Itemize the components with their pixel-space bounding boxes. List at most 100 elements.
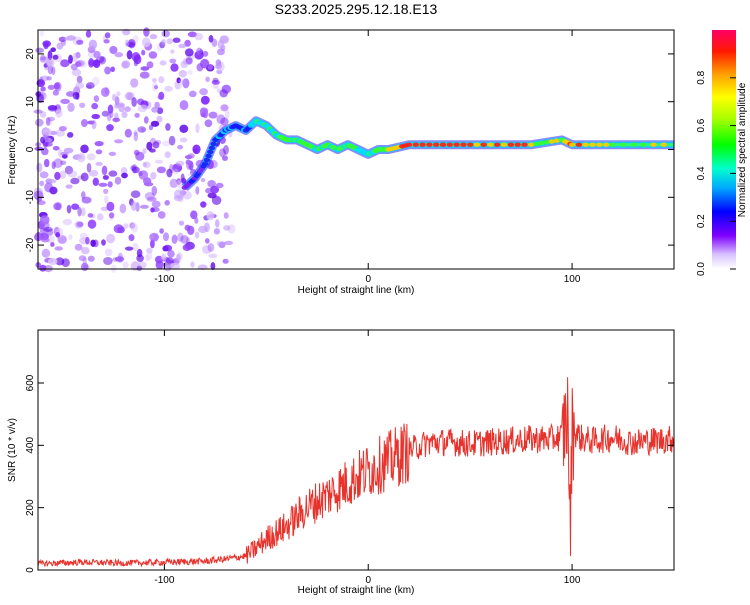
noise-blob xyxy=(182,78,190,89)
ridge-cell xyxy=(630,142,637,147)
ridge-cell xyxy=(405,142,413,147)
noise-blob xyxy=(200,177,206,183)
noise-blob xyxy=(110,66,115,73)
noise-blob xyxy=(211,79,220,85)
noise-blob xyxy=(130,223,138,233)
ridge-cell xyxy=(660,142,667,147)
noise-blob xyxy=(170,63,179,72)
noise-blob xyxy=(95,149,103,155)
noise-blob xyxy=(51,161,56,170)
noise-blob xyxy=(178,79,187,84)
noise-blob xyxy=(51,66,56,76)
noise-blob xyxy=(128,234,135,242)
noise-blob xyxy=(88,58,94,68)
noise-blob xyxy=(139,71,150,79)
noise-blob xyxy=(196,47,203,55)
noise-blob xyxy=(146,61,154,69)
noise-blob xyxy=(87,213,94,218)
noise-blob xyxy=(157,211,166,219)
noise-blob xyxy=(140,66,150,71)
ridge-cell xyxy=(433,142,440,147)
noise-blob xyxy=(76,39,84,45)
noise-blob xyxy=(179,137,188,143)
noise-blob xyxy=(179,100,189,111)
noise-blob xyxy=(75,81,84,89)
ridge-cell xyxy=(207,149,214,155)
noise-blob xyxy=(85,236,90,245)
noise-blob xyxy=(74,221,84,229)
noise-blob xyxy=(202,50,209,57)
noise-blob xyxy=(175,253,181,264)
y-tick-label: 400 xyxy=(25,437,36,454)
noise-blob xyxy=(70,177,80,185)
chart-title: S233.2025.295.12.18.E13 xyxy=(275,1,438,17)
spectrogram-y-label: Frequency (Hz) xyxy=(7,116,18,185)
ridge-cell xyxy=(480,142,487,147)
noise-blob xyxy=(206,211,215,221)
noise-blob xyxy=(143,177,152,185)
y-tick-label: 0 xyxy=(25,567,36,573)
noise-blob xyxy=(111,93,117,102)
noise-blob xyxy=(178,70,187,78)
noise-blob xyxy=(39,171,49,179)
noise-blob xyxy=(142,148,147,155)
ridge-cell xyxy=(543,140,550,145)
noise-blob xyxy=(64,165,73,175)
noise-blob xyxy=(91,102,99,110)
noise-blob xyxy=(154,159,164,164)
noise-blob xyxy=(45,117,51,126)
noise-blob xyxy=(126,50,133,60)
noise-blob xyxy=(172,168,179,175)
snr-y-ticks: 0 200 400 600 xyxy=(25,374,674,573)
noise-blob xyxy=(137,261,147,269)
noise-blob xyxy=(133,54,142,65)
noise-blob xyxy=(47,257,58,266)
noise-blob xyxy=(178,43,187,49)
noise-blob xyxy=(63,147,74,154)
noise-blob xyxy=(44,182,53,193)
noise-blob xyxy=(166,38,174,45)
noise-blob xyxy=(47,116,55,122)
noise-blob xyxy=(106,201,115,212)
noise-blob xyxy=(39,54,46,63)
colorbar: 0.0 0.2 0.4 0.6 0.8 Normalized spectral ampl… xyxy=(696,30,748,276)
noise-blob xyxy=(177,144,184,150)
noise-blob xyxy=(215,182,224,189)
noise-blob xyxy=(68,54,73,64)
noise-blob xyxy=(42,226,53,232)
noise-blob xyxy=(180,61,189,68)
noise-blob xyxy=(127,39,136,49)
noise-blob xyxy=(39,228,50,234)
noise-blob xyxy=(36,162,43,173)
ridge-cell xyxy=(538,140,545,146)
spectrogram-y-ticks: -20 -10 0 10 20 xyxy=(25,48,674,252)
noise-blob xyxy=(85,82,95,89)
noise-blob xyxy=(173,189,184,199)
noise-blob xyxy=(108,170,118,177)
noise-blob xyxy=(200,201,207,208)
noise-blob xyxy=(81,246,90,255)
noise-blob xyxy=(190,261,195,268)
noise-blob xyxy=(207,243,215,252)
noise-blob xyxy=(45,57,55,68)
noise-blob xyxy=(164,151,171,159)
noise-blob xyxy=(146,196,157,202)
noise-blob xyxy=(48,105,58,112)
noise-blob xyxy=(227,224,236,234)
noise-blob xyxy=(75,51,81,59)
noise-blob xyxy=(159,228,164,234)
noise-blob xyxy=(132,166,140,173)
noise-blob xyxy=(170,49,175,54)
snr-plot-area xyxy=(38,330,674,570)
noise-blob xyxy=(178,220,185,226)
noise-blob xyxy=(34,118,44,127)
noise-blob xyxy=(79,102,86,109)
noise-blob xyxy=(85,30,92,38)
noise-blob xyxy=(66,204,72,214)
noise-blob xyxy=(156,107,164,115)
noise-blob xyxy=(76,75,83,84)
noise-blob xyxy=(54,246,63,251)
ridge-cell xyxy=(507,142,515,147)
noise-blob xyxy=(217,39,224,50)
noise-blob xyxy=(41,248,51,258)
